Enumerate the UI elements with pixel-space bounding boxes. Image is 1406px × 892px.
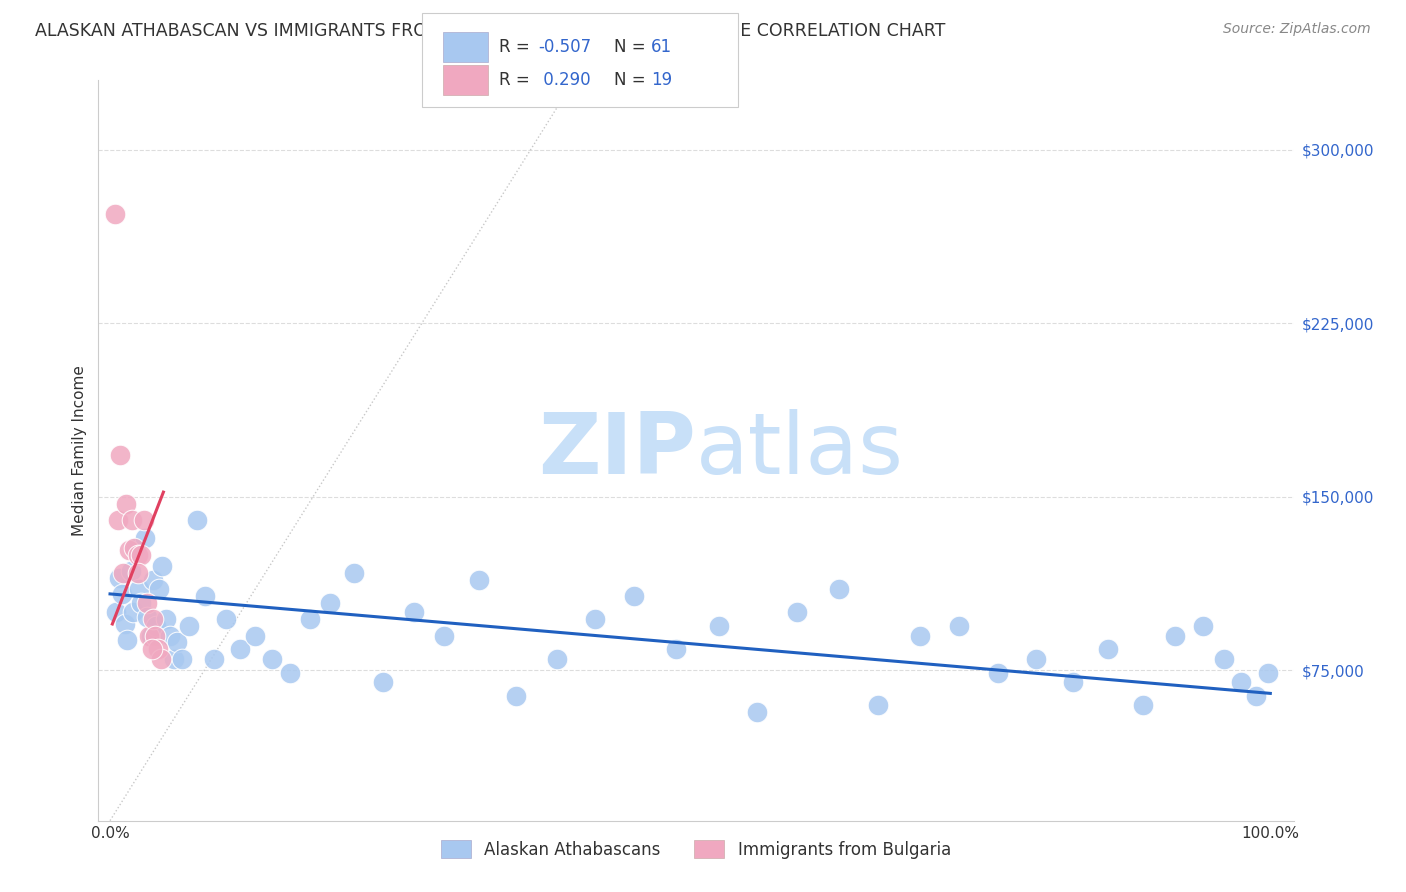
Point: [278, 665, 301, 680]
Point: [1212, 651, 1234, 665]
Point: [1025, 651, 1047, 665]
Text: Source: ZipAtlas.com: Source: ZipAtlas.com: [1223, 22, 1371, 37]
Point: [122, 606, 145, 620]
Point: [117, 633, 139, 648]
Point: [747, 705, 769, 719]
Point: [120, 564, 142, 578]
Point: [319, 596, 342, 610]
Point: [1097, 642, 1119, 657]
Point: [121, 513, 143, 527]
Point: [908, 628, 931, 642]
Point: [786, 606, 808, 620]
Point: [215, 612, 238, 626]
Point: [142, 573, 165, 587]
Point: [1257, 665, 1279, 680]
Text: R =: R =: [499, 38, 536, 56]
Point: [1164, 628, 1187, 642]
Point: [948, 619, 970, 633]
Point: [150, 559, 173, 574]
Point: [124, 541, 146, 555]
Point: [665, 642, 688, 657]
Point: [433, 628, 456, 642]
Point: [155, 612, 177, 626]
Text: ZIP: ZIP: [538, 409, 696, 492]
Point: [505, 689, 527, 703]
Point: [150, 651, 173, 665]
Point: [146, 642, 169, 657]
Point: [262, 651, 284, 665]
Point: [128, 582, 150, 597]
Point: [108, 571, 131, 585]
Point: [828, 582, 851, 597]
Text: N =: N =: [614, 38, 651, 56]
Point: [868, 698, 890, 712]
Point: [546, 651, 568, 665]
Point: [1132, 698, 1154, 712]
Point: [139, 628, 162, 642]
Point: [142, 612, 165, 626]
Point: [141, 642, 163, 657]
Legend: Alaskan Athabascans, Immigrants from Bulgaria: Alaskan Athabascans, Immigrants from Bul…: [434, 834, 957, 865]
Point: [131, 596, 153, 610]
Point: [148, 582, 170, 597]
Point: [132, 513, 155, 527]
Point: [145, 619, 167, 633]
Point: [1062, 674, 1084, 689]
Text: atlas: atlas: [696, 409, 904, 492]
Point: [229, 642, 252, 657]
Point: [134, 532, 156, 546]
Text: 0.290: 0.290: [538, 71, 591, 89]
Point: [343, 566, 366, 580]
Point: [194, 589, 217, 603]
Point: [402, 606, 425, 620]
Point: [136, 596, 159, 610]
Point: [124, 541, 146, 555]
Point: [131, 548, 153, 562]
Point: [117, 543, 139, 558]
Point: [987, 665, 1010, 680]
Point: [115, 497, 138, 511]
Point: [709, 619, 731, 633]
Text: 19: 19: [651, 71, 672, 89]
Point: [107, 513, 129, 527]
Point: [163, 651, 186, 665]
Text: N =: N =: [614, 71, 651, 89]
Point: [1230, 674, 1253, 689]
Point: [371, 674, 394, 689]
Point: [243, 628, 266, 642]
Point: [127, 548, 149, 562]
Text: 61: 61: [651, 38, 672, 56]
Point: [623, 589, 645, 603]
Point: [104, 207, 127, 221]
Text: R =: R =: [499, 71, 536, 89]
Point: [111, 566, 134, 580]
Point: [104, 606, 127, 620]
Text: -0.507: -0.507: [538, 38, 592, 56]
Point: [166, 635, 188, 649]
Point: [204, 651, 226, 665]
Point: [583, 612, 606, 626]
Point: [298, 612, 321, 626]
Point: [186, 513, 208, 527]
Y-axis label: Median Family Income: Median Family Income: [72, 365, 87, 536]
Point: [136, 610, 159, 624]
Point: [1246, 689, 1268, 703]
Point: [111, 587, 134, 601]
Point: [177, 619, 200, 633]
Point: [468, 573, 491, 587]
Text: ALASKAN ATHABASCAN VS IMMIGRANTS FROM BULGARIA MEDIAN FAMILY INCOME CORRELATION : ALASKAN ATHABASCAN VS IMMIGRANTS FROM BU…: [35, 22, 945, 40]
Point: [143, 628, 166, 642]
Point: [170, 651, 193, 665]
Point: [159, 628, 181, 642]
Point: [110, 448, 132, 462]
Point: [127, 566, 149, 580]
Point: [114, 617, 136, 632]
Point: [138, 628, 160, 642]
Point: [1192, 619, 1215, 633]
